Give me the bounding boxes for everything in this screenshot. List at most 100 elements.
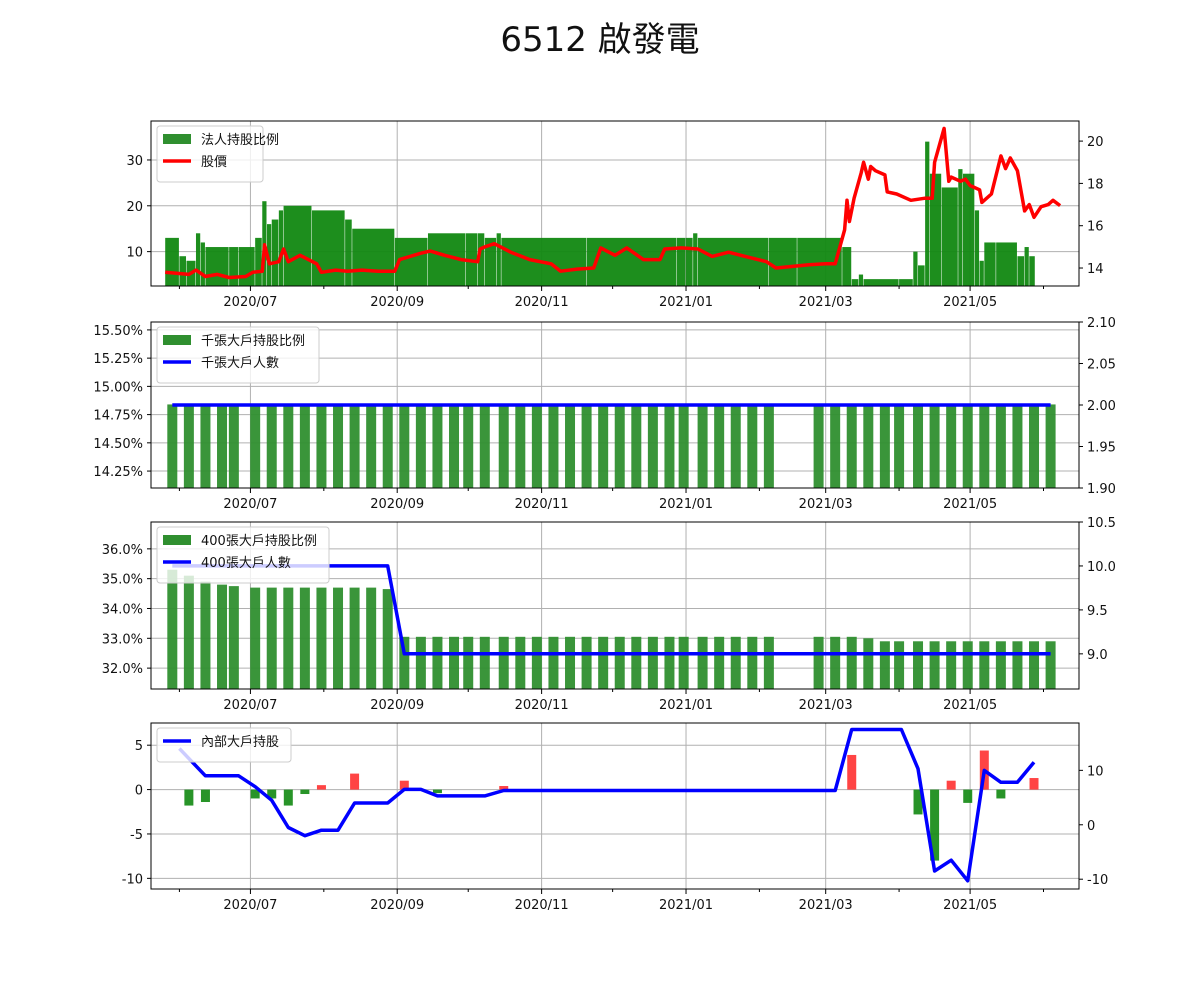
plot-frame xyxy=(150,120,1080,287)
bar xyxy=(228,404,239,488)
bar xyxy=(183,575,194,689)
bar xyxy=(730,636,741,689)
bar xyxy=(200,581,211,689)
legend: 400張大戶持股比例 400張大戶人數 xyxy=(156,526,330,584)
bar xyxy=(484,237,497,286)
bar xyxy=(846,636,857,689)
bar xyxy=(366,587,377,689)
bar xyxy=(918,265,925,286)
y-left-tick-label: 14.50% xyxy=(93,437,143,452)
bar xyxy=(477,233,485,286)
bar xyxy=(863,279,899,286)
bar xyxy=(929,173,942,286)
legend-box xyxy=(156,727,292,763)
bar xyxy=(996,242,1017,286)
bar xyxy=(894,404,905,488)
legend-label: 股價 xyxy=(201,155,227,170)
bar xyxy=(963,173,975,286)
bar xyxy=(747,636,758,689)
bar xyxy=(813,636,824,689)
bar xyxy=(165,237,179,286)
legend-box xyxy=(156,526,330,584)
y-right-tick-label: 16 xyxy=(1087,220,1104,235)
bar xyxy=(913,789,923,815)
bar xyxy=(929,641,940,689)
bar-series xyxy=(167,569,1056,689)
bar xyxy=(316,587,327,689)
figure-title: 6512 啟發電 xyxy=(500,20,700,60)
bar xyxy=(333,587,344,689)
bar xyxy=(664,404,675,488)
bar xyxy=(858,274,864,286)
bar xyxy=(830,404,841,488)
bar xyxy=(167,569,178,689)
bar xyxy=(676,237,686,286)
bar xyxy=(842,247,852,286)
bar xyxy=(894,641,905,689)
bar xyxy=(763,636,774,689)
bar xyxy=(238,247,255,286)
y-left-tick-label: 20 xyxy=(126,200,143,215)
bar xyxy=(1012,404,1023,488)
bar xyxy=(200,404,211,488)
bar xyxy=(979,641,990,689)
bar xyxy=(631,404,642,488)
bar xyxy=(1029,256,1035,286)
bar xyxy=(278,210,284,286)
bar xyxy=(515,636,526,689)
bar xyxy=(925,141,930,286)
bar xyxy=(266,587,277,689)
bar xyxy=(974,210,980,286)
y-right-tick-label: 10.0 xyxy=(1087,560,1116,575)
x-tick-label: 2021/05 xyxy=(943,497,997,512)
y-left-tick-label: 15.00% xyxy=(93,380,143,395)
legend: 內部大戶持股 xyxy=(156,727,292,763)
x-tick-label: 2020/09 xyxy=(370,698,424,713)
bar xyxy=(499,786,509,790)
y-right-tick-label: 10.5 xyxy=(1087,516,1116,531)
bar xyxy=(200,789,210,803)
bar xyxy=(267,224,272,286)
x-tick-label: 2020/09 xyxy=(370,898,424,913)
y-right-tick-label: 20 xyxy=(1087,135,1104,150)
legend-label: 400張大戶人數 xyxy=(201,556,291,571)
bar xyxy=(697,636,708,689)
bar xyxy=(614,636,625,689)
bar xyxy=(647,636,658,689)
bar xyxy=(382,589,393,689)
bar xyxy=(598,636,609,689)
bar xyxy=(693,233,698,286)
bar xyxy=(229,247,239,286)
bar xyxy=(958,169,963,286)
bar xyxy=(250,587,261,689)
bar xyxy=(255,237,262,286)
bar xyxy=(167,404,178,488)
y-left-tick-label: -5 xyxy=(130,828,143,843)
legend-bar-swatch xyxy=(163,335,191,345)
bar xyxy=(1017,256,1025,286)
y-left-tick-label: 30 xyxy=(126,154,143,169)
y-right-tick-label: 9.5 xyxy=(1087,604,1108,619)
bar xyxy=(565,404,576,488)
bar xyxy=(228,586,239,689)
bar xyxy=(432,789,442,794)
x-tick-label: 2021/01 xyxy=(659,295,713,310)
legend-label: 法人持股比例 xyxy=(201,133,279,148)
x-tick-label: 2021/03 xyxy=(799,497,853,512)
bar xyxy=(747,404,758,488)
bar xyxy=(962,641,973,689)
y-right-tick-label: 0 xyxy=(1087,819,1095,834)
bar xyxy=(250,404,261,488)
bar xyxy=(1045,404,1056,488)
bar xyxy=(352,228,395,286)
bar-series xyxy=(167,404,1056,488)
x-tick-label: 2021/05 xyxy=(943,295,997,310)
bar xyxy=(1024,247,1029,286)
bar xyxy=(913,251,918,286)
bar xyxy=(183,404,194,488)
bar xyxy=(846,404,857,488)
bar xyxy=(962,404,973,488)
x-tick-label: 2021/01 xyxy=(659,497,713,512)
plot-frame xyxy=(150,521,1080,690)
